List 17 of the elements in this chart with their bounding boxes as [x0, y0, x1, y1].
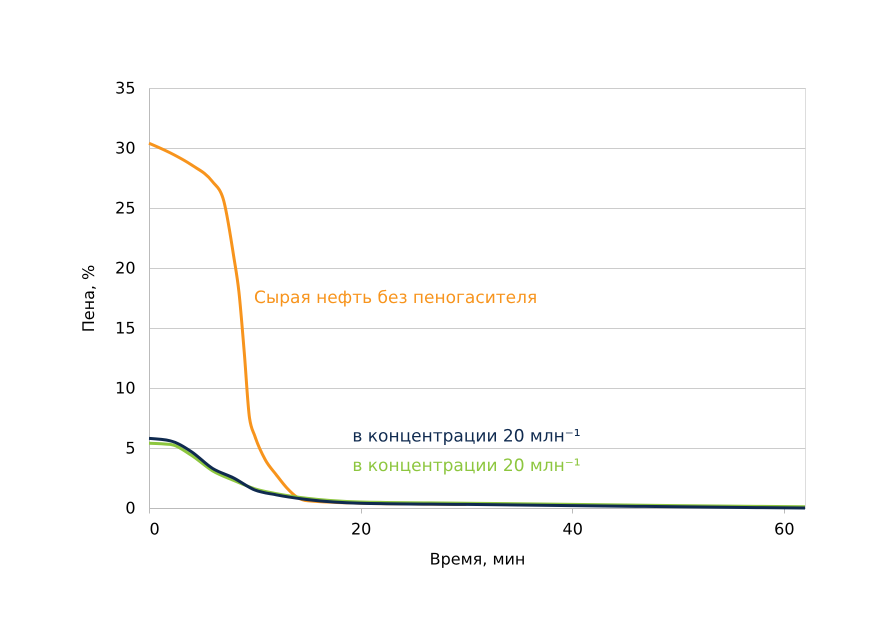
x-tick-label: 40: [562, 520, 583, 538]
series-label: в концентрации 20 млн⁻¹: [352, 456, 581, 476]
y-tick-label: 10: [115, 378, 136, 398]
y-tick-label: 35: [115, 78, 136, 98]
y-tick-label: 30: [115, 138, 136, 158]
x-axis-title: Время, мин: [430, 550, 526, 568]
y-tick-label: 0: [125, 498, 136, 518]
y-tick-label: 15: [115, 318, 136, 338]
y-axis-title: Пена, %: [79, 264, 98, 332]
text: в концентрации 20 млн⁻¹: [352, 426, 581, 447]
x-tick-label: 0: [150, 520, 160, 538]
x-tick-label: 20: [350, 520, 372, 538]
series-label: Сырая нефть без пеногасителя: [254, 288, 538, 308]
y-tick-label: 5: [125, 438, 136, 458]
y-tick-label: 20: [115, 258, 136, 278]
y-tick-label: 25: [115, 198, 136, 218]
x-tick-label: 60: [774, 520, 795, 538]
